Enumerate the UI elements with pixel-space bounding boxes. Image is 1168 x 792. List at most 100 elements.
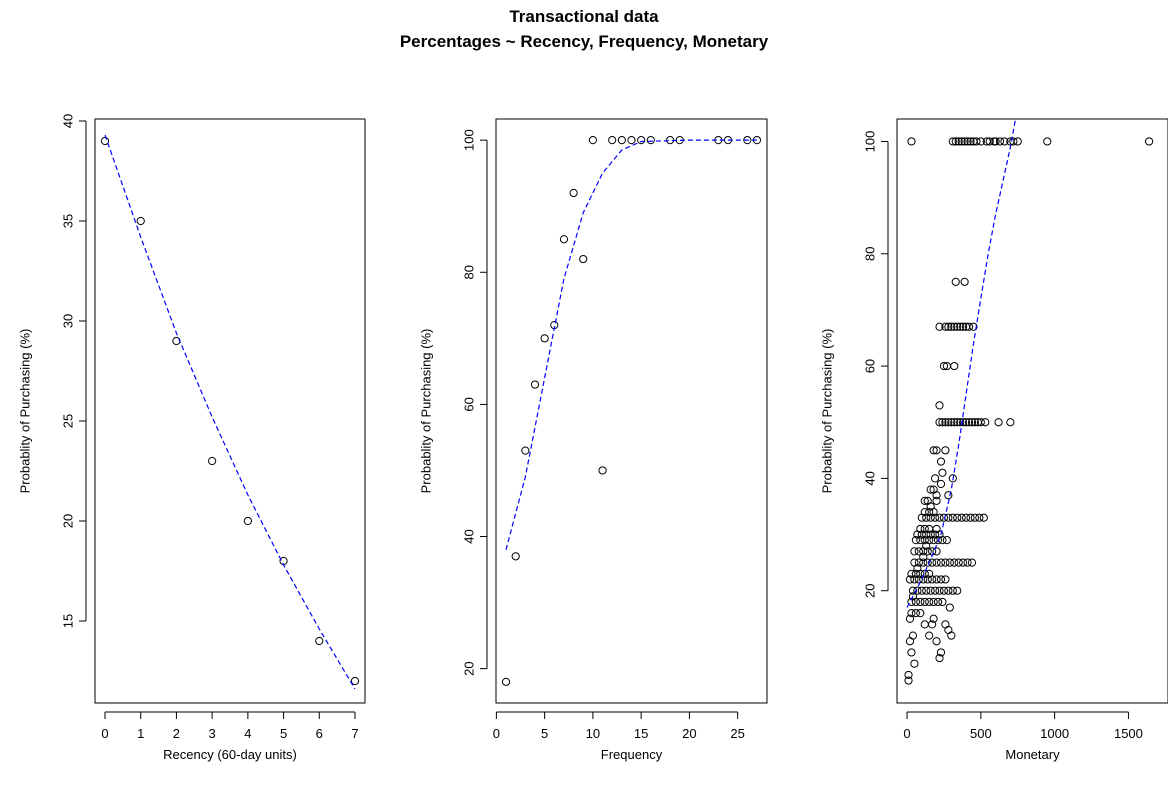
- data-point: [944, 586, 953, 595]
- x-axis-label: Frequency: [601, 747, 663, 762]
- data-point: [916, 536, 925, 545]
- x-tick-label: 25: [730, 726, 744, 741]
- data-point: [945, 558, 954, 567]
- data-point: [908, 586, 918, 595]
- data-point: [951, 277, 960, 286]
- x-tick-label: 1000: [1040, 726, 1069, 741]
- data-point: [956, 322, 965, 331]
- x-tick-label: 3: [209, 726, 216, 741]
- data-point: [935, 513, 944, 522]
- data-point: [926, 502, 935, 511]
- data-point: [936, 457, 946, 466]
- panel-1: 0 1 2 3 4 5 6 7 15 20 25 30 35 40 Recency (60-day unit…: [18, 114, 366, 762]
- data-point: [926, 586, 935, 595]
- data-point: [913, 564, 922, 573]
- data-point: [279, 556, 288, 566]
- data-point: [954, 558, 963, 567]
- panels: 0 1 2 3 4 5 6 7 15 20 25 30 35 40 Recency (60-day unit…: [18, 114, 1168, 762]
- x-tick-label: 0: [101, 726, 108, 741]
- data-point: [916, 609, 925, 618]
- data-point: [208, 456, 217, 466]
- data-point: [959, 558, 968, 567]
- x-tick-label: 7: [351, 726, 358, 741]
- data-point: [979, 513, 988, 522]
- trend-line: [104, 134, 356, 690]
- trend-line: [906, 119, 1017, 608]
- x-tick-label: 500: [970, 726, 992, 741]
- data-point: [559, 235, 569, 244]
- y-tick-label: 20: [462, 661, 477, 675]
- data-point: [350, 676, 360, 686]
- data-point: [985, 137, 994, 146]
- data-point: [950, 361, 959, 371]
- data-point: [930, 586, 940, 595]
- data-point: [136, 216, 145, 226]
- data-point: [933, 536, 943, 545]
- data-point: [959, 418, 968, 427]
- data-point: [950, 418, 959, 427]
- data-point: [917, 513, 926, 522]
- data-point: [511, 552, 520, 561]
- data-point: [569, 188, 578, 198]
- chart-title-line-1: Transactional data: [509, 7, 659, 26]
- data-point: [933, 597, 943, 607]
- data-point: [930, 513, 940, 522]
- y-tick-label: 25: [61, 414, 76, 428]
- data-point: [904, 670, 913, 680]
- data-point: [957, 513, 966, 522]
- data-point: [930, 474, 940, 483]
- data-point: [970, 418, 980, 427]
- data-point: [920, 536, 929, 545]
- data-point: [907, 609, 916, 618]
- data-point: [938, 597, 947, 607]
- data-point: [950, 322, 959, 331]
- data-point: [932, 575, 941, 584]
- data-point: [540, 334, 549, 343]
- x-tick-label: 6: [316, 726, 323, 741]
- x-tick-label: 1500: [1114, 726, 1143, 741]
- data-point: [530, 380, 540, 389]
- data-point: [315, 636, 324, 646]
- data-point: [947, 631, 956, 640]
- data-point: [598, 466, 607, 475]
- data-point: [963, 137, 972, 146]
- x-tick-label: 10: [586, 726, 600, 741]
- data-point: [922, 586, 931, 595]
- data-point: [953, 513, 962, 522]
- y-tick-label: 100: [863, 131, 878, 153]
- data-point: [579, 254, 588, 264]
- data-point: [963, 558, 972, 567]
- data-point: [964, 418, 974, 427]
- y-tick-label: 100: [462, 129, 477, 151]
- data-point: [919, 558, 928, 567]
- data-point: [976, 418, 985, 427]
- data-point: [932, 637, 941, 646]
- data-point: [991, 137, 1000, 146]
- data-point: [941, 418, 950, 427]
- y-tick-label: 40: [462, 529, 477, 543]
- data-point: [967, 558, 977, 567]
- data-point: [932, 496, 941, 505]
- data-point: [945, 603, 954, 612]
- data-point: [944, 418, 953, 427]
- data-point: [956, 418, 965, 427]
- data-point: [926, 513, 935, 522]
- data-point: [975, 513, 984, 522]
- data-point: [938, 418, 947, 427]
- data-point: [972, 137, 981, 146]
- x-tick-label: 0: [903, 726, 910, 741]
- y-tick-label: 20: [863, 583, 878, 597]
- data-point: [953, 418, 962, 427]
- data-point: [953, 322, 962, 331]
- data-point: [967, 418, 977, 427]
- data-point: [914, 547, 923, 556]
- data-point: [919, 552, 928, 562]
- data-point: [922, 513, 931, 522]
- panel-3: 0 500 1000 1500 20 40 60 80 100 Monetary Probablit…: [820, 118, 1168, 762]
- trend-line: [505, 139, 757, 550]
- data-point: [910, 547, 919, 556]
- data-point: [910, 659, 919, 668]
- data-point: [935, 401, 944, 410]
- x-tick-label: 1: [137, 726, 144, 741]
- data-point: [922, 541, 931, 550]
